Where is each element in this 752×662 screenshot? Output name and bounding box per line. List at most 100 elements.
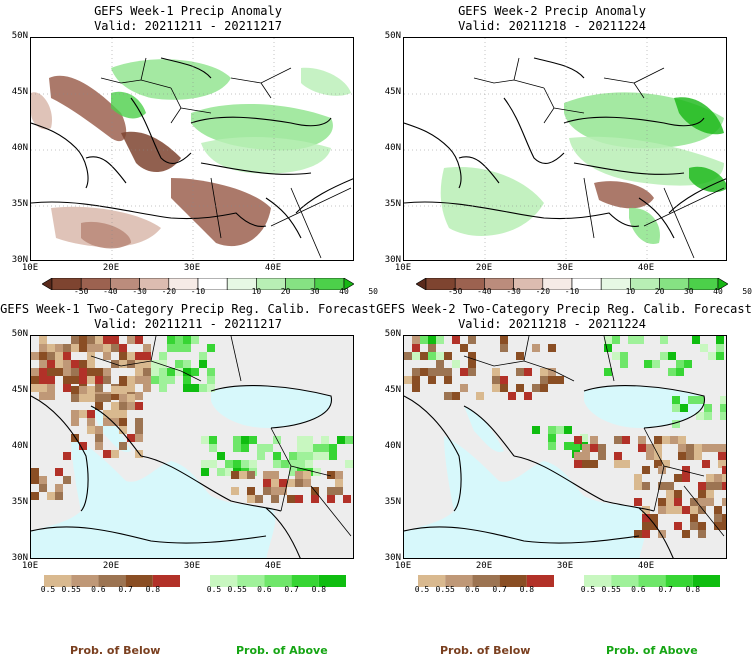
prob-cell — [638, 444, 646, 452]
prob-cell — [634, 474, 642, 482]
prob-cell — [428, 336, 436, 344]
prob-cell — [217, 452, 225, 460]
panel-week2-probability: GEFS Week-2 Two-Category Precip Reg. Cal… — [376, 298, 752, 588]
prob-cell — [642, 530, 650, 538]
prob-cell — [532, 344, 540, 352]
prob-cell — [39, 392, 47, 400]
prob-cell — [103, 450, 111, 458]
prob-cell — [191, 336, 199, 344]
prob-cell — [135, 402, 143, 410]
prob-cell — [548, 376, 556, 384]
prob-cell — [249, 460, 257, 468]
prob-cell — [676, 368, 684, 376]
prob-pixels — [31, 336, 353, 503]
prob-cell — [63, 344, 71, 352]
prob-cell — [654, 460, 662, 468]
prob-cell — [265, 444, 273, 452]
prob-cell — [47, 384, 55, 392]
prob-cell — [658, 530, 666, 538]
prob-cell — [111, 418, 119, 426]
prob-cell — [87, 394, 95, 402]
prob-cell — [167, 344, 175, 352]
prob-cell — [698, 490, 706, 498]
panel-title: GEFS Week-1 Two-Category Precip Reg. Cal… — [0, 302, 376, 316]
prob-cell — [598, 444, 606, 452]
colorbar-label: 0.6 — [91, 585, 106, 594]
prob-cell — [614, 436, 622, 444]
prob-cell — [119, 344, 127, 352]
prob-cell — [476, 392, 484, 400]
prob-cell — [31, 492, 39, 500]
prob-cell — [702, 444, 710, 452]
prob-cell — [239, 471, 247, 479]
colorbar-label: 0.55 — [61, 585, 81, 594]
prob-cell — [540, 368, 548, 376]
prob-cell — [207, 376, 215, 384]
prob-cell — [582, 444, 590, 452]
prob-cell — [696, 396, 704, 404]
anomaly-colorbar-left: -50 -40 -30 -20 -10 10 20 30 40 50 — [41, 275, 378, 299]
coastline — [404, 57, 726, 239]
prob-cell — [143, 360, 151, 368]
prob-cell — [412, 336, 420, 344]
prob-cell — [720, 412, 726, 420]
prob-cell — [674, 474, 682, 482]
anomaly-colorbar-right: -50 -40 -30 -20 -10 10 20 30 40 50 — [415, 275, 752, 299]
prob-cell — [79, 394, 87, 402]
colorbar-swatches — [415, 277, 729, 291]
prob-cell — [722, 466, 726, 474]
prob-cell — [345, 460, 353, 468]
prob-cell — [183, 360, 191, 368]
colorbar-label: 0.55 — [435, 585, 455, 594]
prob-cell — [642, 506, 650, 514]
prob-cell — [119, 360, 127, 368]
lat-label: 40N — [384, 143, 401, 153]
prob-cell — [287, 479, 295, 487]
prob-cell — [428, 376, 436, 384]
prob-cell — [79, 386, 87, 394]
prob-cell — [500, 336, 508, 344]
colorbar-swatch — [526, 575, 554, 587]
prob-cell — [500, 376, 508, 384]
prob-cell — [574, 436, 582, 444]
prob-cell — [722, 522, 726, 530]
prob-cell — [311, 495, 319, 503]
prob-cell — [55, 360, 63, 368]
prob-cell — [47, 368, 55, 376]
prob-cell — [95, 344, 103, 352]
prob-pixels — [404, 336, 726, 538]
colorbar-labels: -50 -40 -30 -20 -10 10 20 30 40 50 — [416, 287, 752, 299]
colorbar-swatch — [318, 575, 346, 587]
prob-cell — [31, 368, 39, 376]
panel-week2-anomaly: GEFS Week-2 Precip Anomaly Valid: 202112… — [376, 0, 752, 290]
prob-cell — [79, 344, 87, 352]
prob-cell — [716, 344, 724, 352]
prob-cell — [87, 360, 95, 368]
prob-cell — [225, 460, 233, 468]
prob-cell — [111, 392, 119, 400]
prob-cell — [233, 460, 241, 468]
map-graphic — [31, 38, 353, 260]
prob-cell — [321, 444, 329, 452]
lat-label: 30N — [11, 255, 28, 265]
lon-label: 30E — [556, 561, 574, 571]
prob-cell — [207, 344, 215, 352]
prob-cell — [79, 368, 87, 376]
prob-cell — [47, 392, 55, 400]
colorbar-swatches — [418, 575, 554, 587]
prob-cell — [135, 336, 143, 344]
prob-cell — [111, 450, 119, 458]
prob-cell — [183, 344, 191, 352]
prob-cell — [111, 410, 119, 418]
prob-cell — [700, 344, 708, 352]
prob-cell — [680, 404, 688, 412]
colorbar-label: 0.8 — [311, 585, 327, 594]
prob-cell — [540, 384, 548, 392]
prob-cell — [634, 482, 642, 490]
wet-anomaly-libya — [440, 167, 544, 236]
adriatic — [464, 406, 504, 452]
dry-anomaly-east-med — [171, 178, 271, 247]
colorbar-label: 0.5 — [40, 585, 56, 594]
lat-label: 50N — [11, 31, 28, 41]
colorbar-swatch — [44, 575, 72, 587]
